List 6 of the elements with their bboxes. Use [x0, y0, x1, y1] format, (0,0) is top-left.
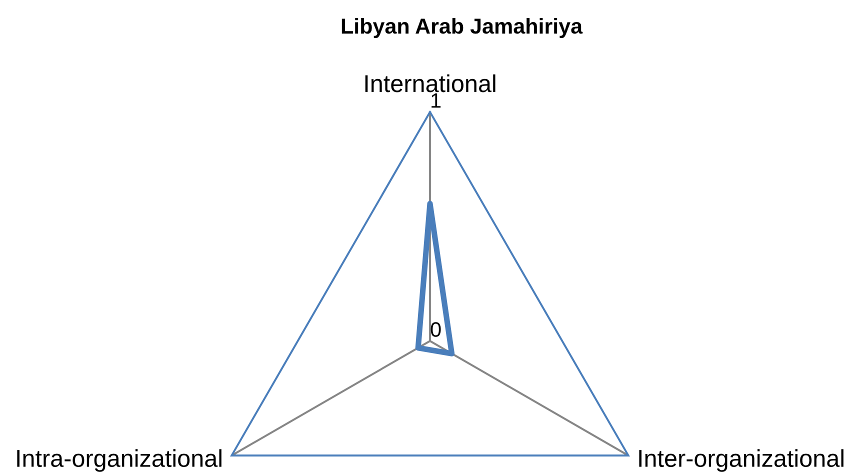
- y-tick-label: 1: [432, 93, 441, 108]
- y-tick-label: 0: [430, 322, 441, 337]
- spoke-label: Intra-organizational: [17, 449, 222, 472]
- spoke-label: Inter-organizational: [639, 449, 844, 472]
- spoke-label: International: [365, 74, 496, 92]
- chart-title: Libyan Arab Jamahiriya: [342, 18, 583, 38]
